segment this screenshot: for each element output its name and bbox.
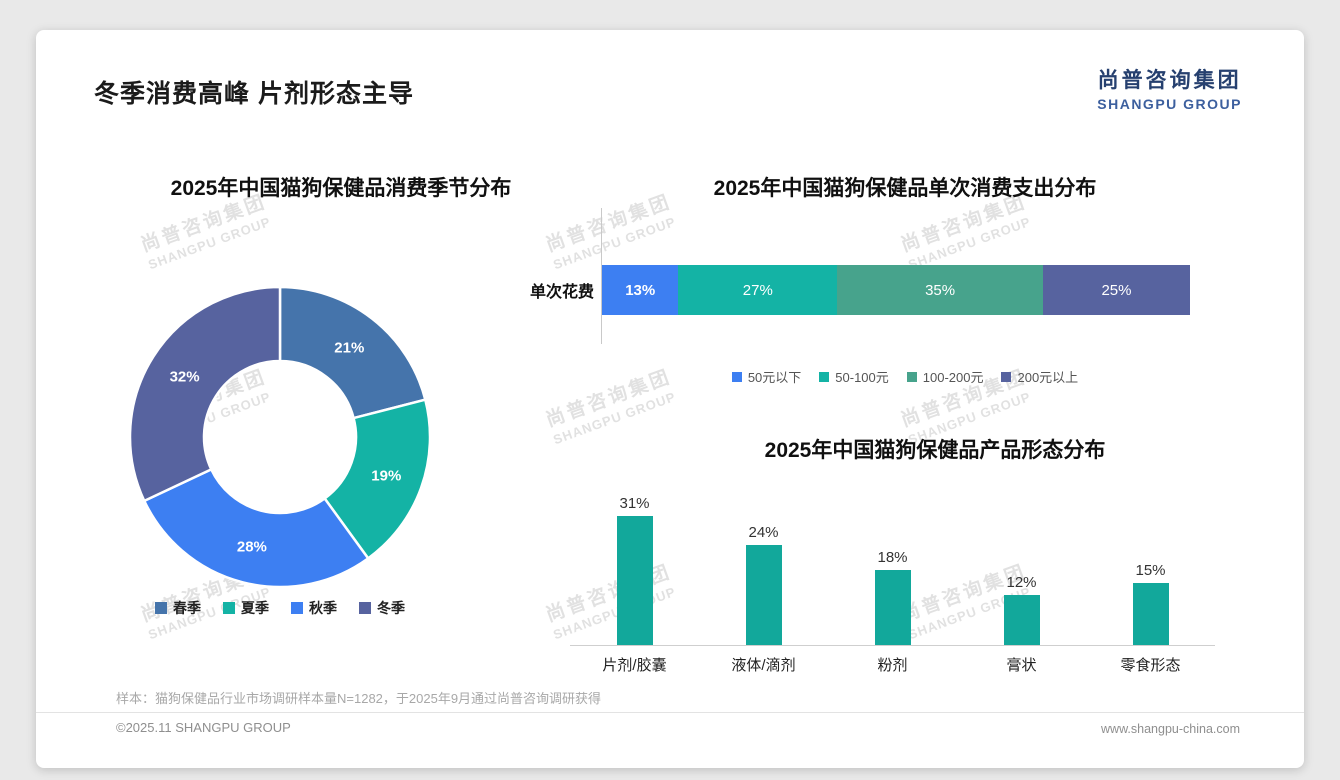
bar-category-label: 液体/滴剂	[731, 657, 796, 674]
bar-column: 12%	[957, 486, 1086, 645]
legend-label: 50元以下	[747, 370, 802, 385]
donut-chart-title: 2025年中国猫狗保健品消费季节分布	[170, 177, 512, 200]
bar-value-label: 24%	[748, 524, 779, 542]
donut-segment-value: 28%	[237, 538, 267, 555]
bar-chart-title: 2025年中国猫狗保健品产品形态分布	[764, 439, 1106, 462]
stacked-axis-line	[601, 208, 602, 344]
stacked-segment-200元以上: 25%	[1042, 265, 1190, 315]
bar-category-label: 零食形态	[1120, 657, 1181, 674]
legend-swatch	[906, 371, 917, 382]
bar-column: 31%	[570, 486, 699, 645]
bar-column: 15%	[1086, 486, 1215, 645]
legend-swatch	[291, 602, 303, 614]
legend-swatch	[1001, 371, 1012, 382]
legend-swatch	[819, 371, 830, 382]
logo-english-name: SHANGPU GROUP	[1097, 96, 1242, 112]
legend-item: 秋季	[291, 598, 337, 618]
donut-segment-冬季	[128, 285, 282, 503]
legend-swatch	[155, 602, 167, 614]
donut-segment-value: 21%	[334, 340, 364, 357]
legend-item: 50-100元	[819, 367, 889, 386]
watermark-text: SHANGPU GROUP	[146, 213, 273, 273]
bar-粉剂	[874, 570, 911, 645]
bar-category-label: 膏状	[1006, 657, 1037, 674]
legend-item: 100-200元	[906, 367, 984, 386]
bar-value-label: 31%	[619, 495, 650, 513]
legend-swatch	[359, 602, 371, 614]
footer-divider	[36, 712, 1304, 713]
bar-value-label: 15%	[1135, 561, 1166, 579]
bar-category-label: 粉剂	[877, 657, 908, 674]
legend-item: 200元以上	[1001, 367, 1078, 386]
legend-label: 50-100元	[835, 370, 889, 385]
donut-legend: 春季 夏季 秋季 冬季	[100, 598, 460, 618]
stacked-segment-100-200元: 35%	[837, 265, 1043, 315]
bar-column: 18%	[828, 486, 957, 645]
legend-label: 200元以上	[1017, 370, 1079, 385]
stacked-segment-50元以下: 13%	[602, 265, 679, 315]
donut-segment-秋季	[142, 467, 370, 589]
page-title: 冬季消费高峰 片剂形态主导	[94, 80, 414, 108]
bar-value-label: 12%	[1006, 574, 1037, 592]
legend-label: 春季	[173, 600, 201, 616]
bar-chart-plot: 31% 24% 18% 12% 15%	[570, 486, 1215, 646]
legend-label: 100-200元	[922, 370, 984, 385]
legend-swatch	[223, 602, 235, 614]
bar-片剂/胶囊	[616, 516, 653, 645]
footer-website: www.shangpu-china.com	[1101, 722, 1240, 736]
bar-chart-categories: 片剂/胶囊 液体/滴剂 粉剂 膏状 零食形态	[570, 654, 1215, 675]
bar-零食形态	[1132, 582, 1169, 645]
legend-item: 夏季	[223, 598, 269, 618]
bar-column: 24%	[699, 486, 828, 645]
bar-category-label: 片剂/胶囊	[602, 657, 667, 674]
donut-segment-春季	[278, 285, 427, 420]
watermark-text: SHANGPU GROUP	[551, 213, 678, 273]
logo-chinese-name: 尚普咨询集团	[1097, 69, 1242, 92]
sample-note: 样本：猫狗保健品行业市场调研样本量N=1282，于2025年9月通过尚普咨询调研…	[116, 691, 602, 706]
stacked-legend: 50元以下 50-100元 100-200元 200元以上	[576, 367, 1234, 386]
company-logo: 尚普咨询集团 SHANGPU GROUP	[1097, 64, 1242, 112]
watermark-text: SHANGPU GROUP	[906, 213, 1033, 273]
stacked-bar: 13% 27% 35% 25%	[602, 265, 1190, 315]
legend-label: 夏季	[241, 600, 269, 616]
legend-item: 50元以下	[731, 367, 802, 386]
stacked-axis-label: 单次花费	[529, 284, 594, 301]
legend-item: 春季	[155, 598, 201, 618]
donut-chart: 21% 19% 28% 32%	[128, 285, 432, 589]
legend-label: 秋季	[309, 600, 337, 616]
bar-膏状	[1003, 595, 1040, 645]
slide-card: 尚普咨询集团 SHANGPU GROUP 尚普咨询集团 SHANGPU GROUP 尚普…	[36, 30, 1304, 768]
donut-segment-value: 32%	[170, 369, 200, 386]
donut-segment-value: 19%	[371, 467, 401, 484]
legend-label: 冬季	[377, 600, 405, 616]
legend-item: 冬季	[359, 598, 405, 618]
stacked-segment-50-100元: 27%	[678, 265, 838, 315]
bar-液体/滴剂	[745, 545, 782, 645]
bar-value-label: 18%	[877, 549, 908, 567]
donut-segment-夏季	[322, 398, 432, 561]
stacked-chart-title: 2025年中国猫狗保健品单次消费支出分布	[713, 177, 1097, 200]
footer-copyright: ©2025.11 SHANGPU GROUP	[116, 720, 291, 735]
legend-swatch	[731, 371, 742, 382]
